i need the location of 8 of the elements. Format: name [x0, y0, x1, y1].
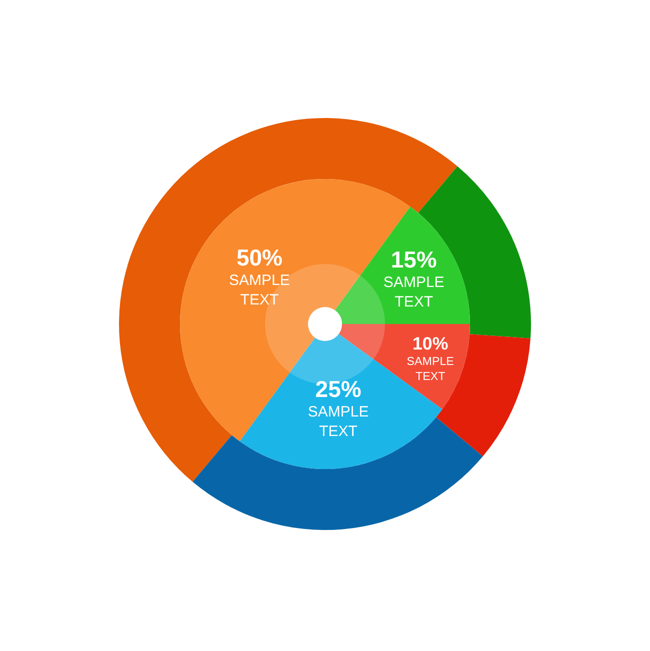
- slice-label: SAMPLE TEXT: [383, 274, 444, 311]
- data-label: 25%: [315, 376, 362, 402]
- slice-label: SAMPLE TEXT: [229, 272, 290, 308]
- slice-label: SAMPLE TEXT: [308, 403, 369, 440]
- slice-label: SAMPLE TEXT: [406, 354, 454, 383]
- data-label: 15%: [390, 246, 437, 273]
- data-label: 10%: [412, 334, 448, 354]
- data-label: 50%: [236, 244, 282, 270]
